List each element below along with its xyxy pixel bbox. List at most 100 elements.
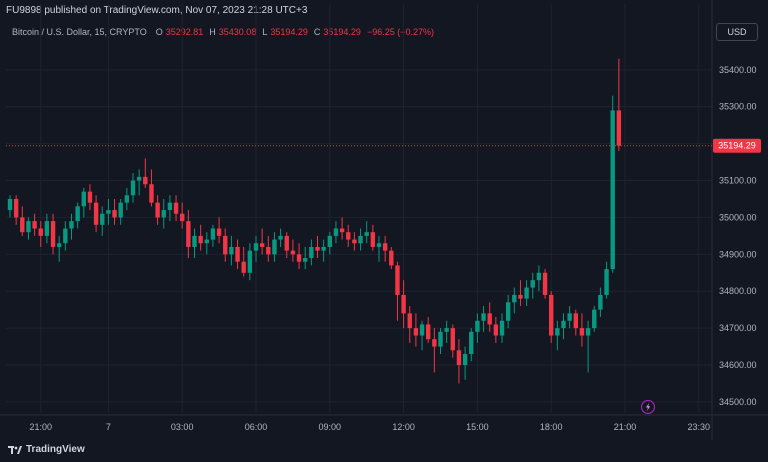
last-price-tag (713, 138, 761, 153)
x-tick-label: 7 (106, 422, 111, 432)
candle-body (309, 246, 314, 259)
open-label: O (155, 27, 163, 37)
candle-body (241, 261, 246, 273)
candle-body (616, 110, 622, 146)
x-tick-label: 18:00 (540, 422, 563, 432)
candle-body (81, 191, 86, 207)
candle-body (223, 235, 228, 255)
candle-body (561, 320, 566, 329)
candle-body (407, 313, 412, 329)
candle-body (57, 243, 62, 247)
high-label: H (209, 27, 216, 37)
last-price-label: 35194.29 (718, 141, 756, 151)
candle-body (579, 328, 585, 336)
candle-body (167, 202, 173, 211)
close-label: C (313, 27, 321, 37)
candle-body (592, 309, 597, 329)
candle-body (13, 198, 19, 218)
candle-body (450, 328, 455, 351)
candle-body (395, 265, 400, 295)
y-tick-label: 34900.00 (719, 249, 757, 259)
candle-body (32, 221, 37, 229)
candle-body (610, 110, 615, 270)
candle-body (296, 254, 302, 262)
price-chart[interactable]: 35400.0035300.0035200.0035100.0035000.00… (0, 0, 768, 440)
currency-button[interactable]: USD (716, 23, 758, 41)
candle-body (518, 294, 523, 299)
candle-body (216, 228, 222, 236)
lightning-icon (646, 403, 651, 411)
candle-body (604, 269, 609, 295)
candle-body (499, 320, 505, 336)
candle-body (493, 324, 499, 336)
candle-body (266, 246, 271, 255)
candle-body (100, 213, 105, 225)
candle-body (180, 213, 185, 222)
candle-body (555, 328, 560, 336)
candle-body (376, 243, 382, 247)
candle-body (419, 324, 425, 336)
candle-body (333, 228, 339, 236)
candle-body (382, 243, 388, 251)
brand-name: TradingView (26, 444, 85, 455)
candle-body (149, 184, 154, 203)
candle-body (7, 198, 13, 211)
candle-body (444, 328, 449, 332)
candle-body (585, 328, 591, 336)
candle-body (481, 313, 486, 321)
candle-body (290, 250, 296, 255)
y-tick-label: 35100.00 (719, 176, 757, 186)
low-label: L (262, 27, 268, 37)
candle-body (530, 280, 535, 288)
candle-body (124, 195, 130, 203)
y-tick-label: 35300.00 (719, 102, 757, 112)
symbol-legend: Bitcoin / U.S. Dollar, 15, CRYPTO O 35292… (12, 27, 437, 37)
candle-body (106, 210, 111, 214)
candle-body (20, 217, 25, 233)
candle-body (358, 235, 363, 244)
open-value: 35292.81 (165, 27, 204, 37)
candle-body (598, 294, 603, 310)
candle-body (247, 250, 253, 273)
candle-body (259, 243, 265, 247)
candle-body (210, 228, 216, 240)
candle-body (136, 176, 142, 181)
candle-body (278, 235, 283, 240)
candle-body (229, 246, 234, 255)
candle-body (315, 246, 320, 251)
x-tick-label: 03:00 (171, 422, 194, 432)
candle-body (26, 221, 31, 233)
low-value: 35194.29 (270, 27, 308, 37)
candle-body (69, 221, 74, 229)
candle-body (173, 202, 179, 214)
footer (0, 440, 768, 462)
candle-body (235, 246, 240, 262)
tradingview-logo-icon (8, 445, 22, 454)
candle-body (512, 294, 517, 303)
close-value: 35194.29 (323, 27, 361, 37)
x-tick-label: 06:00 (245, 422, 268, 432)
candle-body (118, 202, 123, 218)
tradingview-brand[interactable]: TradingView (8, 444, 85, 455)
candle-body (284, 235, 289, 251)
candle-body (536, 272, 542, 281)
candle-body (462, 353, 468, 366)
candle-body (346, 232, 351, 240)
candle-body (112, 210, 117, 218)
y-tick-label: 34700.00 (719, 323, 757, 333)
candle-body (327, 235, 332, 247)
candle-body (542, 272, 548, 295)
candle-body (389, 250, 394, 266)
x-tick-label: 23:30 (688, 422, 711, 432)
candle-body (192, 235, 197, 247)
candle-body (75, 206, 80, 222)
candle-body (432, 339, 437, 347)
candle-body (321, 246, 326, 251)
x-tick-label: 21:00 (614, 422, 637, 432)
candle-body (426, 324, 431, 340)
candle-body (155, 202, 160, 218)
candle-body (272, 239, 277, 255)
candle-body (352, 239, 357, 244)
candle-body (198, 235, 203, 244)
candle-body (469, 331, 474, 354)
